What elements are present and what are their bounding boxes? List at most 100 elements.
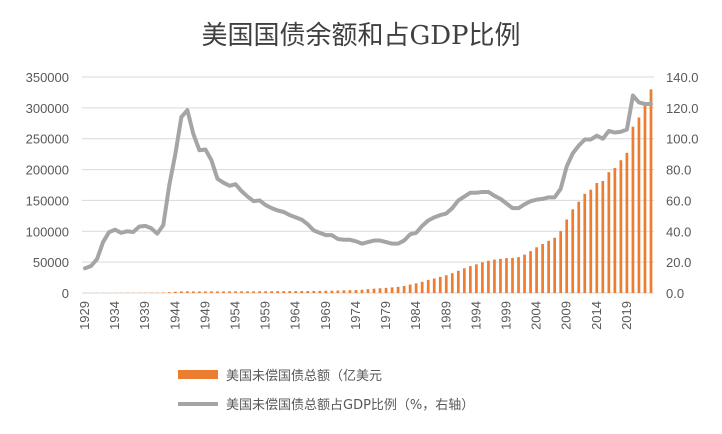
bar-1944 (173, 291, 177, 293)
legend-bar-swatch (178, 370, 218, 379)
bar-2003 (529, 251, 532, 293)
bar-1996 (487, 260, 490, 293)
bar-1991 (456, 270, 460, 293)
bar-1989 (444, 275, 448, 293)
bar-1981 (396, 286, 400, 293)
bar-2008 (559, 231, 563, 293)
chart-title: 美国国债余额和占GDP比例 (201, 21, 520, 51)
line-series (83, 93, 653, 271)
bar-1987 (432, 278, 436, 293)
x-tick-label: 2009 (559, 301, 574, 330)
bar-2021 (637, 117, 641, 293)
bar-1973 (348, 290, 352, 293)
x-tick-label: 1954 (228, 301, 243, 330)
left-tick-label: 200000 (26, 163, 69, 178)
bar-1956 (246, 291, 249, 293)
bar-2010 (571, 209, 575, 293)
bar-1985 (420, 281, 424, 293)
bar-2006 (547, 240, 550, 293)
left-tick-label: 250000 (26, 132, 69, 147)
x-tick-label: 2014 (589, 301, 604, 330)
bar-series (83, 89, 653, 294)
right-tick-label: 60.0 (666, 193, 691, 208)
left-tick-label: 0 (62, 286, 69, 301)
bar-2005 (541, 244, 544, 293)
right-tick-label: 40.0 (666, 224, 691, 239)
bar-1948 (198, 291, 201, 293)
x-axis-ticks: 1929 1934 1939 1944 1949 1954 1959 1964 1969 1974… (77, 301, 634, 330)
bar-1970 (330, 290, 334, 293)
x-tick-label: 1929 (77, 301, 92, 330)
bar-1975 (360, 289, 364, 293)
bar-1986 (426, 279, 430, 293)
bar-1959 (264, 291, 267, 293)
right-axis-ticks: 0.0 20.0 40.0 60.0 80.0 100.0 120.0 140.0 (666, 70, 699, 301)
bar-1955 (240, 291, 243, 293)
bar-1967 (312, 290, 316, 293)
bar-1961 (276, 291, 280, 293)
x-tick-label: 1944 (167, 301, 182, 330)
bar-1950 (210, 291, 213, 293)
bar-1958 (258, 291, 261, 293)
bar-2023 (649, 89, 653, 293)
bar-1946 (186, 291, 189, 293)
bar-1964 (294, 291, 298, 293)
bar-2019 (625, 152, 629, 293)
x-tick-label: 2004 (529, 301, 544, 330)
x-tick-label: 2019 (619, 301, 634, 330)
x-tick-label: 1994 (468, 301, 483, 330)
bar-1992 (462, 268, 466, 293)
bar-1957 (252, 291, 255, 293)
bar-1968 (318, 290, 322, 293)
left-tick-label: 100000 (26, 224, 69, 239)
x-tick-label: 1964 (288, 301, 303, 330)
bar-1952 (222, 291, 225, 293)
right-tick-label: 20.0 (666, 255, 691, 270)
bar-1982 (402, 285, 406, 293)
bar-2014 (595, 183, 599, 293)
legend: 美国未偿国债总额（亿美元 美国未偿国债总额占GDP比例（%，右轴） (178, 369, 474, 413)
bar-2011 (577, 201, 581, 293)
legend-bar-label: 美国未偿国债总额（亿美元 (226, 369, 382, 384)
right-tick-label: 100.0 (666, 132, 699, 147)
bar-1993 (469, 266, 472, 293)
bar-1997 (493, 259, 496, 293)
x-tick-label: 1959 (258, 301, 273, 330)
legend-line-label: 美国未偿国债总额占GDP比例（%，右轴） (226, 398, 474, 413)
bar-2012 (583, 193, 587, 293)
bar-2009 (565, 219, 569, 293)
bar-1978 (378, 288, 382, 293)
left-tick-label: 50000 (33, 255, 69, 270)
bar-1947 (192, 291, 195, 293)
x-tick-label: 1969 (318, 301, 333, 330)
bar-2020 (631, 126, 635, 294)
left-tick-label: 300000 (26, 101, 69, 116)
bar-2022 (643, 102, 647, 293)
bar-1990 (450, 273, 454, 293)
bar-1972 (342, 290, 346, 293)
x-tick-label: 1934 (107, 301, 122, 330)
x-tick-label: 1974 (348, 301, 363, 330)
bar-1983 (408, 284, 412, 293)
bar-1995 (481, 262, 484, 293)
bar-1966 (306, 291, 310, 293)
bar-1943 (167, 292, 171, 293)
bar-1965 (300, 291, 304, 293)
bar-1971 (336, 290, 340, 293)
bar-1963 (288, 291, 292, 293)
bar-1945 (179, 291, 183, 293)
left-tick-label: 150000 (26, 193, 69, 208)
bar-1979 (384, 287, 388, 293)
x-tick-label: 1939 (137, 301, 152, 330)
bar-1953 (228, 291, 231, 293)
bar-1999 (505, 258, 508, 293)
bar-1974 (354, 290, 358, 293)
bar-1954 (234, 291, 237, 293)
bar-2016 (607, 172, 611, 293)
bar-2001 (517, 257, 520, 293)
right-tick-label: 0.0 (666, 286, 684, 301)
bar-1960 (270, 291, 274, 293)
bar-1951 (216, 291, 219, 293)
bar-1962 (282, 291, 286, 293)
gdp-ratio-line (83, 93, 653, 271)
